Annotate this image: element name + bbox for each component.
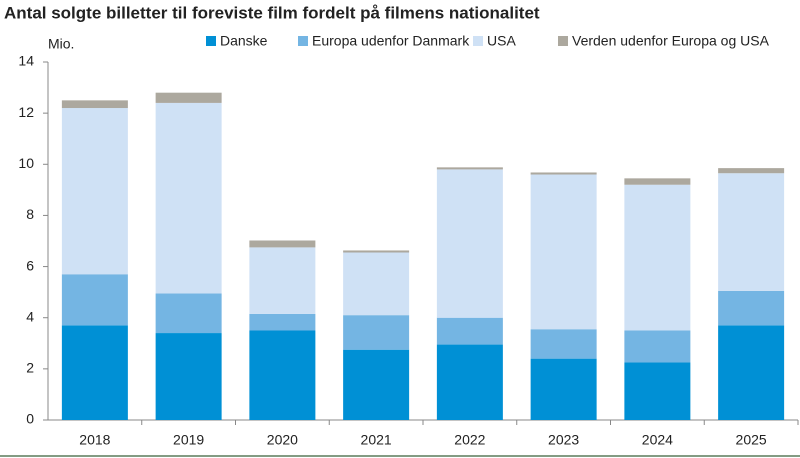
bar-segment (343, 349, 410, 420)
bar-segment (249, 240, 316, 248)
x-tick-label: 2025 (736, 432, 767, 448)
x-tick-label: 2018 (79, 432, 110, 448)
x-tick-label: 2020 (267, 432, 298, 448)
bar-segment (718, 168, 785, 174)
x-tick-label: 2023 (548, 432, 579, 448)
legend-label: Danske (220, 33, 268, 49)
legend-swatch (558, 36, 568, 46)
bar-segment (530, 172, 597, 175)
legend-label: Verden udenfor Europa og USA (572, 33, 770, 49)
y-tick-label: 2 (26, 360, 34, 376)
bar-segment (436, 344, 503, 420)
chart-title: Antal solgte billetter til foreviste fil… (4, 3, 540, 22)
bar-segment (249, 247, 316, 314)
y-axis-label: Mio. (48, 36, 74, 52)
legend-label: Europa udenfor Danmark (312, 33, 470, 49)
y-tick-label: 10 (18, 155, 34, 171)
bar-segment (249, 330, 316, 420)
bar-segment (155, 102, 222, 294)
y-tick-label: 6 (26, 257, 34, 273)
bar-segment (61, 274, 128, 326)
bar-segment (624, 184, 691, 331)
bar-segment (624, 362, 691, 420)
bar-segment (155, 293, 222, 334)
bar-segment (436, 317, 503, 345)
bar-segment (436, 167, 503, 170)
legend-swatch (298, 36, 308, 46)
bar-segment (718, 325, 785, 420)
bar-segment (343, 315, 410, 350)
x-tick-label: 2024 (642, 432, 673, 448)
bar-segment (61, 325, 128, 420)
bar-segment (249, 313, 316, 331)
x-tick-label: 2019 (173, 432, 204, 448)
bar-segment (155, 92, 222, 103)
bar-segment (718, 290, 785, 326)
bar-segment (718, 173, 785, 291)
x-tick-label: 2022 (454, 432, 485, 448)
bar-segment (530, 174, 597, 330)
bar-segment (343, 250, 410, 253)
x-tick-label: 2021 (361, 432, 392, 448)
legend-label: USA (487, 33, 516, 49)
bar-segment (61, 100, 128, 109)
legend-swatch (206, 36, 216, 46)
bar-segment (530, 329, 597, 359)
bar-segment (343, 252, 410, 316)
bar-segment (61, 108, 128, 275)
bar-segment (624, 178, 691, 185)
bar-segment (624, 330, 691, 363)
bar-segment (155, 333, 222, 420)
y-tick-label: 14 (18, 53, 34, 69)
y-tick-label: 8 (26, 206, 34, 222)
y-tick-label: 0 (26, 411, 34, 427)
bar-segment (436, 169, 503, 318)
y-tick-label: 4 (26, 308, 34, 324)
y-tick-label: 12 (18, 104, 34, 120)
bar-segment (530, 358, 597, 420)
legend-swatch (473, 36, 483, 46)
